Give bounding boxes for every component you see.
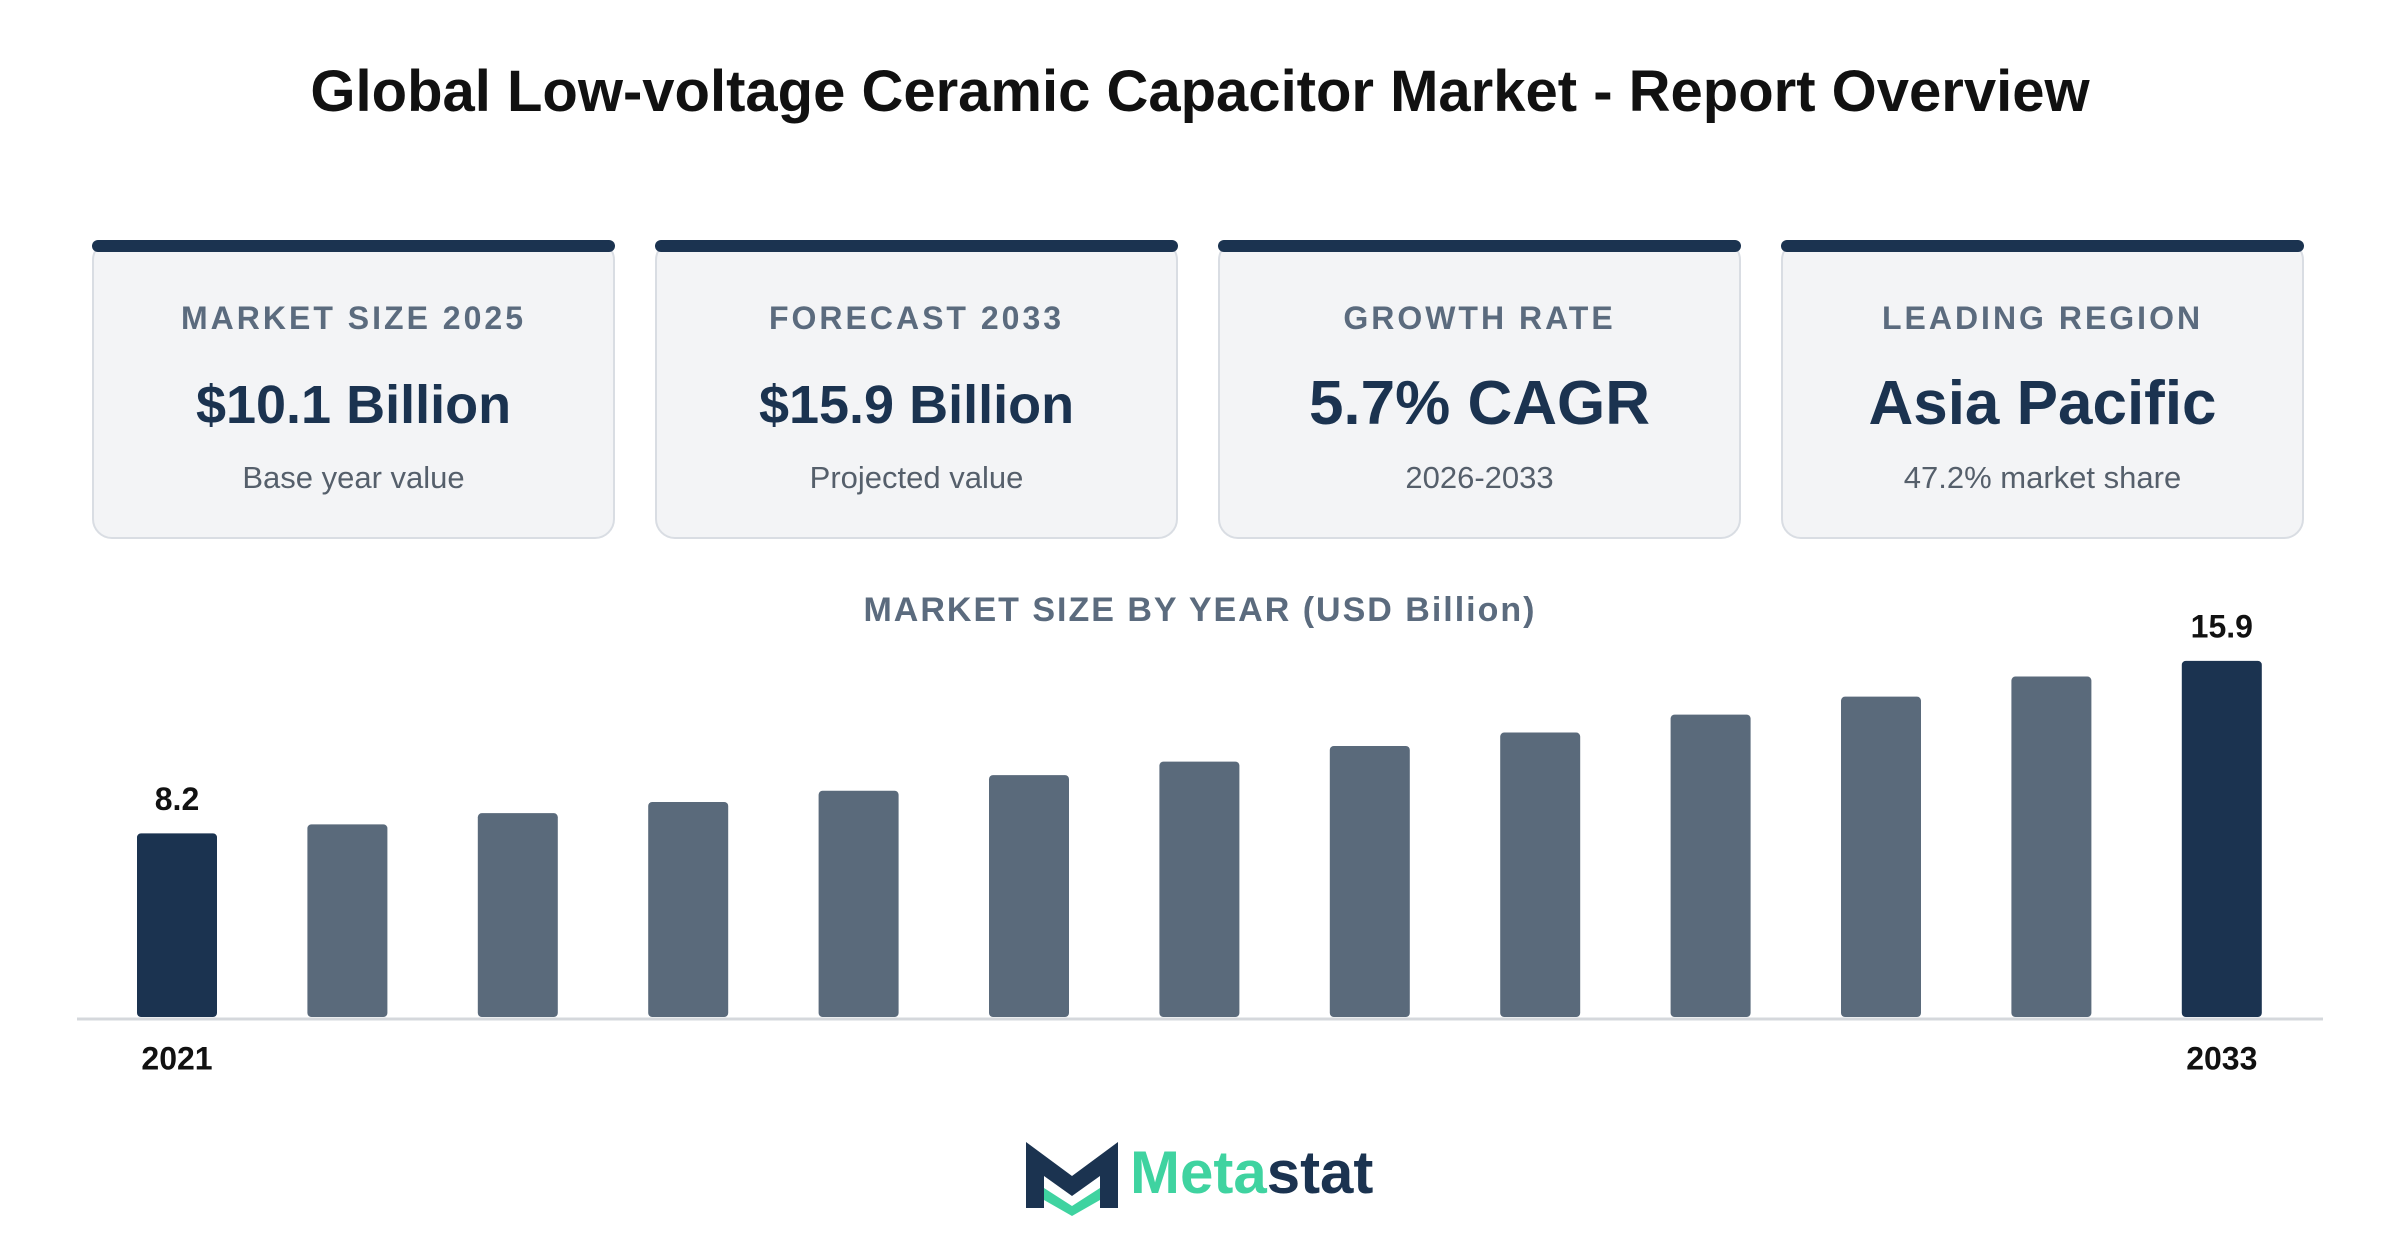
chart-title: MARKET SIZE BY YEAR (USD Billion) bbox=[863, 591, 1536, 629]
bar bbox=[1670, 714, 1751, 1017]
card-note: 2026-2033 bbox=[1405, 460, 1554, 495]
card-accent bbox=[1781, 240, 2304, 252]
card-value: $15.9 Billion bbox=[758, 375, 1075, 435]
logo-icon-accent bbox=[1044, 1188, 1100, 1216]
x-tick-label: 2033 bbox=[2186, 1040, 2257, 1076]
card-accent bbox=[92, 240, 615, 252]
bar bbox=[1500, 732, 1581, 1017]
bar bbox=[989, 775, 1069, 1017]
bar bbox=[1329, 745, 1410, 1017]
card-note: 47.2% market share bbox=[1903, 460, 2182, 495]
logo-part: stat bbox=[1267, 1139, 1374, 1206]
logo-icon bbox=[1026, 1142, 1118, 1208]
card-note: Base year value bbox=[242, 460, 465, 495]
card-note: Projected value bbox=[809, 460, 1024, 495]
bar bbox=[2011, 676, 2092, 1017]
summary-card: GROWTH RATE 5.7% CAGR 2026-2033 bbox=[1218, 240, 1741, 539]
card-value: Asia Pacific bbox=[1868, 369, 2217, 438]
card-label: FORECAST 2033 bbox=[768, 300, 1065, 336]
summary-card: FORECAST 2033 $15.9 Billion Projected valu… bbox=[655, 240, 1178, 539]
x-tick-label: 2021 bbox=[141, 1040, 212, 1076]
bar bbox=[1841, 696, 1921, 1017]
logo-part: Meta bbox=[1130, 1139, 1267, 1206]
value-label: 15.9 bbox=[2191, 608, 2253, 644]
summary-card: MARKET SIZE 2025 $10.1 Billion Base year v… bbox=[92, 240, 615, 539]
value-label: 8.2 bbox=[155, 781, 199, 817]
card-value: 5.7% CAGR bbox=[1308, 369, 1651, 438]
card-value: $10.1 Billion bbox=[195, 375, 512, 435]
card-accent bbox=[655, 240, 1178, 252]
bar bbox=[818, 790, 899, 1017]
card-label: LEADING REGION bbox=[1881, 300, 2204, 336]
bar bbox=[477, 813, 558, 1017]
card-label: GROWTH RATE bbox=[1343, 300, 1616, 336]
card-label: MARKET SIZE 2025 bbox=[181, 300, 526, 336]
bar bbox=[307, 824, 388, 1017]
page-title: Global Low-voltage Ceramic Capacitor Mar… bbox=[310, 59, 2090, 124]
card-accent bbox=[1218, 240, 1741, 252]
summary-card: LEADING REGION Asia Pacific 47.2% market s… bbox=[1781, 240, 2304, 539]
bar bbox=[2181, 660, 2262, 1017]
logo: Metastat bbox=[1026, 1139, 1373, 1216]
bar bbox=[1159, 761, 1240, 1017]
bar bbox=[648, 801, 729, 1017]
logo-text: Metastat bbox=[1130, 1139, 1373, 1206]
bar bbox=[137, 833, 217, 1017]
